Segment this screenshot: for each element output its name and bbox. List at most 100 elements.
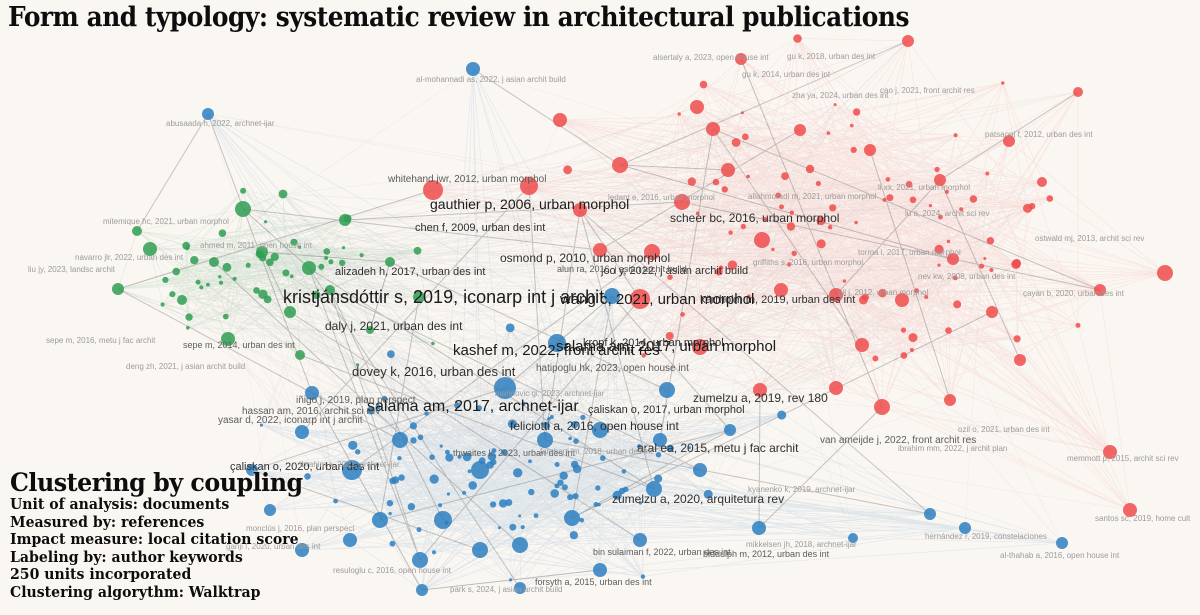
document-node xyxy=(445,449,450,455)
document-node xyxy=(222,313,229,320)
document-node xyxy=(741,133,749,141)
document-node xyxy=(953,133,958,138)
strong-link-edges xyxy=(117,40,1101,591)
document-node xyxy=(690,100,704,114)
legend-heading: Clustering by coupling xyxy=(10,468,303,497)
node-label: gil j, 2012, urban morphol xyxy=(838,288,929,297)
document-node xyxy=(952,275,958,281)
document-node xyxy=(777,410,787,420)
document-node xyxy=(692,339,708,355)
document-node xyxy=(902,35,914,47)
document-node xyxy=(622,486,629,493)
document-node xyxy=(693,463,707,477)
document-node xyxy=(342,460,362,480)
node-label: resuloglu c, 2016, open house int xyxy=(333,566,452,575)
node-label: memmott p, 2015, archit sci rev xyxy=(1067,454,1179,463)
document-node xyxy=(341,246,346,250)
document-node xyxy=(787,262,792,267)
node-label: navarro jlr, 2022, urban des int xyxy=(75,253,184,262)
node-label: liu jy, 2023, landsc archit xyxy=(28,265,116,274)
node-label: alizadeh h, 2017, urban des int xyxy=(335,266,485,278)
document-node xyxy=(953,300,962,309)
document-node xyxy=(667,274,673,280)
document-node xyxy=(779,204,784,210)
node-label: alsertaly a, 2023, open house int xyxy=(653,53,769,62)
green-cluster-edges xyxy=(117,190,434,366)
document-node xyxy=(724,424,736,436)
document-node xyxy=(409,422,417,430)
document-node xyxy=(355,449,361,455)
document-node xyxy=(944,189,950,194)
node-label: al-mohannadi as, 2022, j asian archit bu… xyxy=(416,75,566,84)
document-node xyxy=(392,432,408,448)
node-label: patsaoni f, 2012, urban des int xyxy=(985,130,1093,139)
document-node xyxy=(674,194,690,210)
document-node xyxy=(983,257,987,260)
document-node xyxy=(509,578,513,582)
node-label: mitemique hc, 2021, urban morphol xyxy=(103,217,229,226)
document-node xyxy=(604,288,620,304)
document-node xyxy=(677,112,681,116)
document-node xyxy=(389,540,396,547)
document-node xyxy=(542,421,550,429)
document-node xyxy=(501,449,508,456)
document-node xyxy=(928,204,933,208)
document-node xyxy=(328,259,334,265)
document-node xyxy=(557,479,564,486)
document-node xyxy=(747,294,751,299)
document-node xyxy=(715,268,723,276)
node-label: santos sc, 2019, home cult xyxy=(1095,514,1191,523)
legend-line-units: 250 units incorporated xyxy=(10,566,192,583)
document-node xyxy=(445,453,454,462)
document-node xyxy=(162,276,169,283)
document-node xyxy=(476,405,482,412)
document-node xyxy=(718,265,724,271)
node-label: gu k, 2018, urban des int xyxy=(787,52,876,61)
document-node xyxy=(423,180,443,200)
document-node xyxy=(431,341,435,346)
node-label: feliciotti a, 2016, open house int xyxy=(510,419,679,433)
node-label: ibrahim a, 2021, archnet-ijar xyxy=(300,460,400,469)
document-node xyxy=(793,34,802,43)
document-node xyxy=(514,582,526,594)
document-node xyxy=(520,525,525,530)
document-node xyxy=(424,411,429,416)
document-node xyxy=(1103,445,1117,459)
node-label: hassan am, 2016, archit sci rev xyxy=(242,406,380,417)
document-node xyxy=(302,261,316,275)
document-node xyxy=(112,283,124,295)
node-label: forsyth a, 2015, urban des int xyxy=(535,577,652,587)
document-node xyxy=(468,481,478,490)
node-label: alun ra, 2016, j asian archit build xyxy=(557,264,687,274)
document-node xyxy=(366,406,375,415)
document-node xyxy=(429,474,439,484)
document-node xyxy=(487,452,497,461)
document-node xyxy=(563,165,572,175)
node-label: ibrahim mm, 2022, j archit plan xyxy=(898,444,1007,453)
document-node xyxy=(343,214,352,223)
document-node xyxy=(945,327,952,334)
document-node xyxy=(462,452,472,462)
document-node xyxy=(573,438,579,445)
document-node xyxy=(259,423,263,427)
document-node xyxy=(882,197,887,202)
node-label: kropf k, 2014, urban morphol xyxy=(583,337,724,349)
document-node xyxy=(740,111,744,115)
document-node xyxy=(1037,177,1047,187)
document-node xyxy=(472,542,488,558)
node-label: kärrholm m, 2019, urban des int xyxy=(700,294,855,306)
node-label: marinovic gi, 2023, archnet-ijar xyxy=(495,389,605,398)
legend-line-algorithm: Clustering algorythm: Walktrap xyxy=(10,583,261,601)
document-node xyxy=(505,499,513,506)
document-node xyxy=(1013,335,1021,343)
document-node xyxy=(554,483,560,489)
document-node xyxy=(805,164,815,174)
document-node xyxy=(721,163,735,177)
document-node xyxy=(528,488,535,496)
document-node xyxy=(537,432,553,448)
document-node xyxy=(372,512,388,528)
document-node xyxy=(209,257,219,267)
document-node xyxy=(570,421,579,429)
document-node xyxy=(397,456,402,461)
document-node xyxy=(829,204,837,212)
